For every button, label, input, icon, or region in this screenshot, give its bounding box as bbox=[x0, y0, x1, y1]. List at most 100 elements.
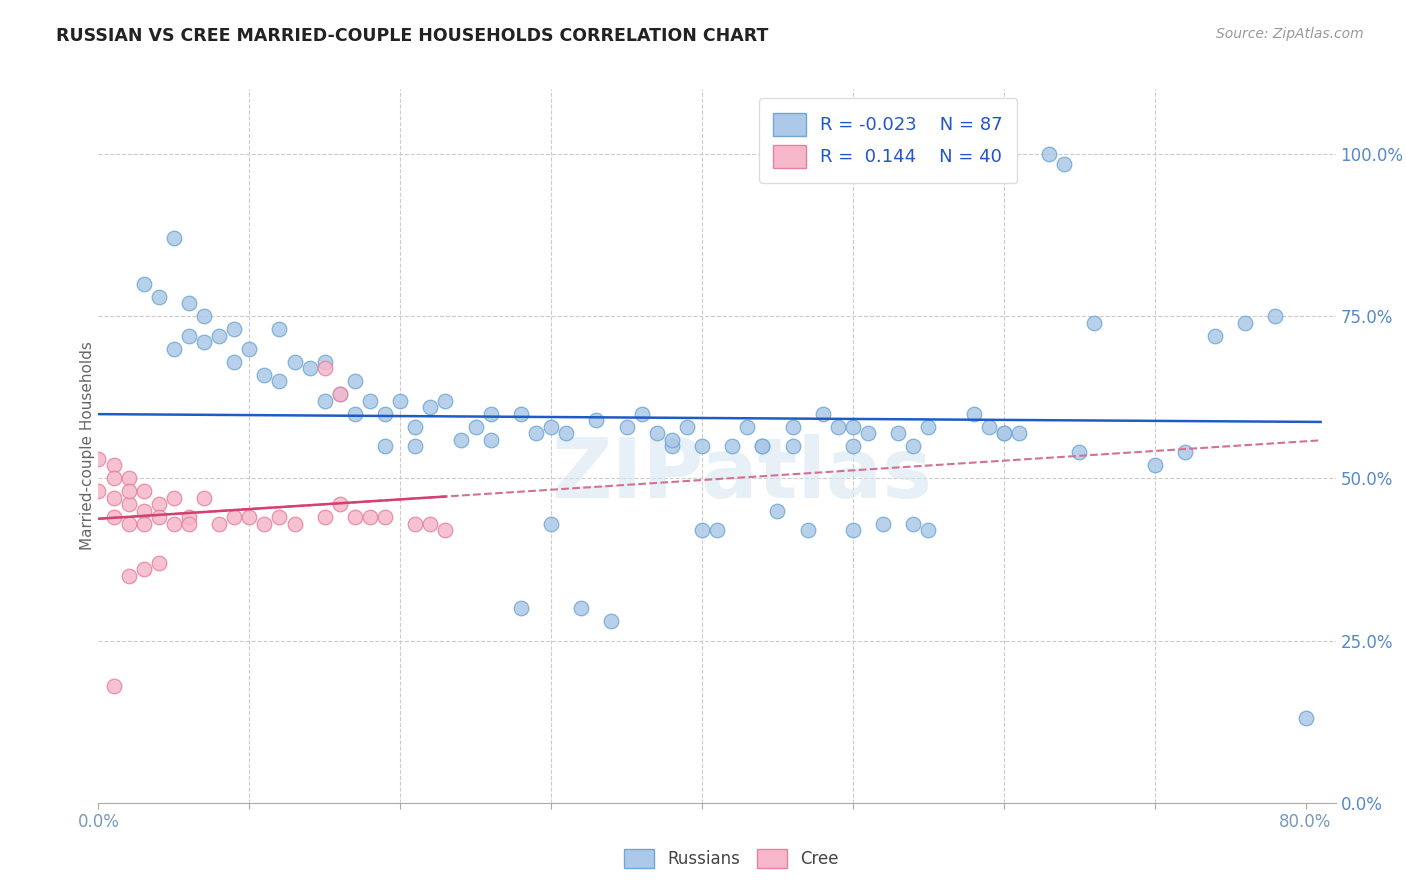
Point bbox=[148, 497, 170, 511]
Point bbox=[132, 504, 155, 518]
Point bbox=[177, 296, 200, 310]
Point bbox=[404, 439, 426, 453]
Point bbox=[269, 322, 291, 336]
Point bbox=[117, 497, 139, 511]
Point bbox=[117, 484, 139, 499]
Point bbox=[238, 342, 260, 356]
Point bbox=[842, 419, 865, 434]
Point bbox=[509, 407, 531, 421]
Point bbox=[555, 425, 578, 440]
Point bbox=[132, 562, 155, 576]
Point bbox=[253, 368, 276, 382]
Point bbox=[434, 393, 457, 408]
Point bbox=[419, 400, 441, 414]
Point bbox=[1264, 310, 1286, 324]
Point bbox=[163, 491, 186, 505]
Point bbox=[509, 601, 531, 615]
Point bbox=[796, 524, 818, 538]
Point bbox=[374, 439, 396, 453]
Point bbox=[1234, 316, 1257, 330]
Point bbox=[193, 335, 215, 350]
Point bbox=[284, 516, 307, 531]
Point bbox=[977, 419, 1000, 434]
Point bbox=[616, 419, 638, 434]
Point bbox=[132, 277, 155, 291]
Text: Source: ZipAtlas.com: Source: ZipAtlas.com bbox=[1216, 27, 1364, 41]
Point bbox=[163, 516, 186, 531]
Point bbox=[540, 516, 562, 531]
Legend: Russians, Cree: Russians, Cree bbox=[617, 842, 845, 875]
Point bbox=[782, 439, 804, 453]
Point bbox=[269, 374, 291, 388]
Point bbox=[464, 419, 486, 434]
Text: RUSSIAN VS CREE MARRIED-COUPLE HOUSEHOLDS CORRELATION CHART: RUSSIAN VS CREE MARRIED-COUPLE HOUSEHOLD… bbox=[56, 27, 769, 45]
Point bbox=[329, 387, 352, 401]
Point bbox=[735, 419, 758, 434]
Point bbox=[177, 510, 200, 524]
Point bbox=[359, 393, 381, 408]
Point bbox=[269, 510, 291, 524]
Point bbox=[343, 374, 366, 388]
Point bbox=[117, 516, 139, 531]
Point bbox=[329, 497, 352, 511]
Point bbox=[1143, 458, 1166, 473]
Point bbox=[690, 524, 713, 538]
Point bbox=[645, 425, 668, 440]
Point bbox=[811, 407, 834, 421]
Point bbox=[148, 290, 170, 304]
Point bbox=[343, 510, 366, 524]
Point bbox=[524, 425, 547, 440]
Point bbox=[450, 433, 472, 447]
Point bbox=[253, 516, 276, 531]
Point bbox=[856, 425, 879, 440]
Point bbox=[103, 679, 125, 693]
Point bbox=[1204, 328, 1226, 343]
Point bbox=[630, 407, 652, 421]
Point bbox=[117, 471, 139, 485]
Point bbox=[600, 614, 623, 628]
Point bbox=[284, 354, 307, 368]
Point bbox=[103, 491, 125, 505]
Point bbox=[404, 419, 426, 434]
Point bbox=[827, 419, 849, 434]
Point bbox=[163, 231, 186, 245]
Point bbox=[751, 439, 773, 453]
Point bbox=[569, 601, 592, 615]
Point bbox=[721, 439, 744, 453]
Point bbox=[585, 413, 607, 427]
Point bbox=[193, 491, 215, 505]
Point bbox=[148, 556, 170, 570]
Point bbox=[661, 439, 683, 453]
Point bbox=[917, 419, 939, 434]
Point bbox=[224, 510, 246, 524]
Point bbox=[903, 516, 925, 531]
Point bbox=[359, 510, 381, 524]
Point bbox=[374, 510, 396, 524]
Point bbox=[208, 516, 231, 531]
Point bbox=[224, 354, 246, 368]
Point bbox=[842, 439, 865, 453]
Point bbox=[389, 393, 412, 408]
Point bbox=[1295, 711, 1317, 725]
Point bbox=[661, 433, 683, 447]
Point bbox=[314, 510, 336, 524]
Point bbox=[706, 524, 728, 538]
Point bbox=[208, 328, 231, 343]
Point bbox=[87, 452, 110, 467]
Point bbox=[132, 484, 155, 499]
Point bbox=[238, 510, 260, 524]
Point bbox=[177, 516, 200, 531]
Point bbox=[103, 510, 125, 524]
Point bbox=[103, 471, 125, 485]
Point bbox=[782, 419, 804, 434]
Point bbox=[872, 516, 894, 531]
Point bbox=[917, 524, 939, 538]
Point bbox=[103, 458, 125, 473]
Point bbox=[962, 407, 984, 421]
Point bbox=[887, 425, 910, 440]
Point bbox=[314, 361, 336, 376]
Point bbox=[1083, 316, 1105, 330]
Point bbox=[314, 393, 336, 408]
Point bbox=[676, 419, 699, 434]
Point bbox=[479, 407, 502, 421]
